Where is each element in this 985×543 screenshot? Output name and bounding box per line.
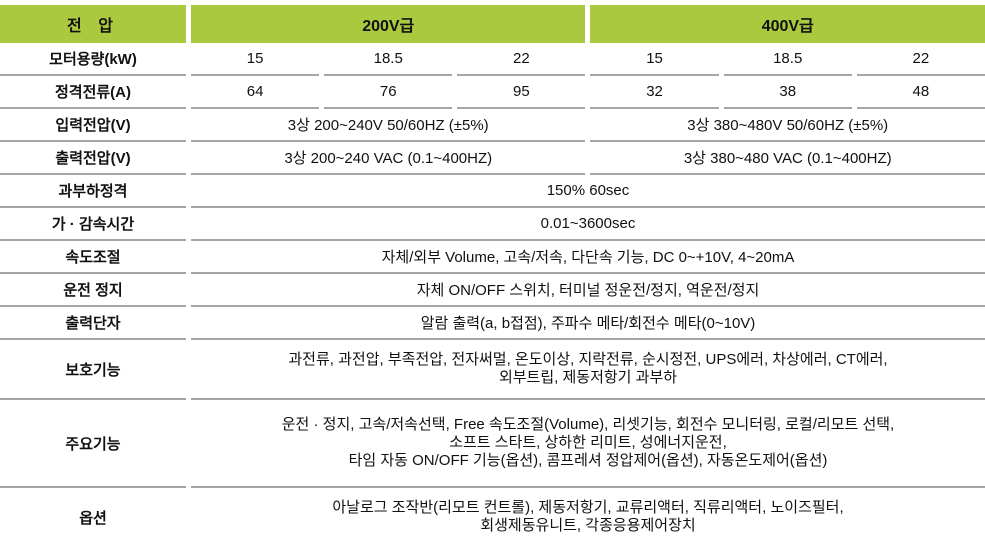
rated-current-400v-2: 38 xyxy=(723,76,852,109)
row-label-protection: 보호기능 xyxy=(0,340,186,400)
run-stop-value: 자체 ON/OFF 스위치, 터미널 정운전/정지, 역운전/정지 xyxy=(191,274,985,307)
output-voltage-400v: 3상 380~480 VAC (0.1~400HZ) xyxy=(590,142,985,175)
rated-current-400v-1: 32 xyxy=(590,76,719,109)
header-400v-class: 400V급 xyxy=(590,5,985,43)
motor-capacity-400v-2: 18.5 xyxy=(723,43,852,76)
protection-value: 과전류, 과전압, 부족전압, 전자써멀, 온도이상, 지락전류, 순시정전, … xyxy=(191,340,985,400)
row-label-motor-capacity: 모터용량(kW) xyxy=(0,43,186,76)
row-speed-control: 속도조절 자체/외부 Volume, 고속/저속, 다단속 기능, DC 0~+… xyxy=(0,241,985,274)
motor-capacity-200v-1: 15 xyxy=(191,43,320,76)
input-voltage-200v: 3상 200~240V 50/60HZ (±5%) xyxy=(191,109,586,142)
row-input-voltage: 입력전압(V) 3상 200~240V 50/60HZ (±5%) 3상 380… xyxy=(0,109,985,142)
options-value: 아날로그 조작반(리모트 컨트롤), 제동저항기, 교류리액터, 직류리액터, … xyxy=(191,488,985,543)
row-main-functions: 주요기능 운전 · 정지, 고속/저속선택, Free 속도조절(Volume)… xyxy=(0,400,985,488)
header-voltage: 전 압 xyxy=(0,5,186,43)
overload-rating-value: 150% 60sec xyxy=(191,175,985,208)
header-200v-class: 200V급 xyxy=(191,5,586,43)
row-accel-decel-time: 가 · 감속시간 0.01~3600sec xyxy=(0,208,985,241)
row-label-input-voltage: 입력전압(V) xyxy=(0,109,186,142)
inverter-spec-table: 전 압 200V급 400V급 모터용량(kW) 15 18.5 22 15 1… xyxy=(0,5,985,543)
motor-capacity-200v-2: 18.5 xyxy=(324,43,453,76)
row-output-terminal: 출력단자 알람 출력(a, b접점), 주파수 메타/회전수 메타(0~10V) xyxy=(0,307,985,340)
output-terminal-value: 알람 출력(a, b접점), 주파수 메타/회전수 메타(0~10V) xyxy=(191,307,985,340)
row-run-stop: 운전 정지 자체 ON/OFF 스위치, 터미널 정운전/정지, 역운전/정지 xyxy=(0,274,985,307)
output-voltage-200v: 3상 200~240 VAC (0.1~400HZ) xyxy=(191,142,586,175)
table-header-row: 전 압 200V급 400V급 xyxy=(0,5,985,43)
row-label-accel-decel-time: 가 · 감속시간 xyxy=(0,208,186,241)
rated-current-200v-2: 76 xyxy=(324,76,453,109)
row-label-speed-control: 속도조절 xyxy=(0,241,186,274)
row-motor-capacity: 모터용량(kW) 15 18.5 22 15 18.5 22 xyxy=(0,43,985,76)
accel-decel-time-value: 0.01~3600sec xyxy=(191,208,985,241)
row-protection: 보호기능 과전류, 과전압, 부족전압, 전자써멀, 온도이상, 지락전류, 순… xyxy=(0,340,985,400)
row-label-main-functions: 주요기능 xyxy=(0,400,186,488)
row-rated-current: 정격전류(A) 64 76 95 32 38 48 xyxy=(0,76,985,109)
row-label-output-terminal: 출력단자 xyxy=(0,307,186,340)
row-options: 옵션 아날로그 조작반(리모트 컨트롤), 제동저항기, 교류리액터, 직류리액… xyxy=(0,488,985,543)
row-label-options: 옵션 xyxy=(0,488,186,543)
rated-current-200v-1: 64 xyxy=(191,76,320,109)
rated-current-400v-3: 48 xyxy=(856,76,985,109)
row-overload-rating: 과부하정격 150% 60sec xyxy=(0,175,985,208)
motor-capacity-400v-1: 15 xyxy=(590,43,719,76)
rated-current-200v-3: 95 xyxy=(457,76,586,109)
input-voltage-400v: 3상 380~480V 50/60HZ (±5%) xyxy=(590,109,985,142)
row-label-run-stop: 운전 정지 xyxy=(0,274,186,307)
motor-capacity-400v-3: 22 xyxy=(856,43,985,76)
motor-capacity-200v-3: 22 xyxy=(457,43,586,76)
row-label-output-voltage: 출력전압(V) xyxy=(0,142,186,175)
row-output-voltage: 출력전압(V) 3상 200~240 VAC (0.1~400HZ) 3상 38… xyxy=(0,142,985,175)
row-label-overload-rating: 과부하정격 xyxy=(0,175,186,208)
speed-control-value: 자체/외부 Volume, 고속/저속, 다단속 기능, DC 0~+10V, … xyxy=(191,241,985,274)
main-functions-value: 운전 · 정지, 고속/저속선택, Free 속도조절(Volume), 리셋기… xyxy=(191,400,985,488)
row-label-rated-current: 정격전류(A) xyxy=(0,76,186,109)
